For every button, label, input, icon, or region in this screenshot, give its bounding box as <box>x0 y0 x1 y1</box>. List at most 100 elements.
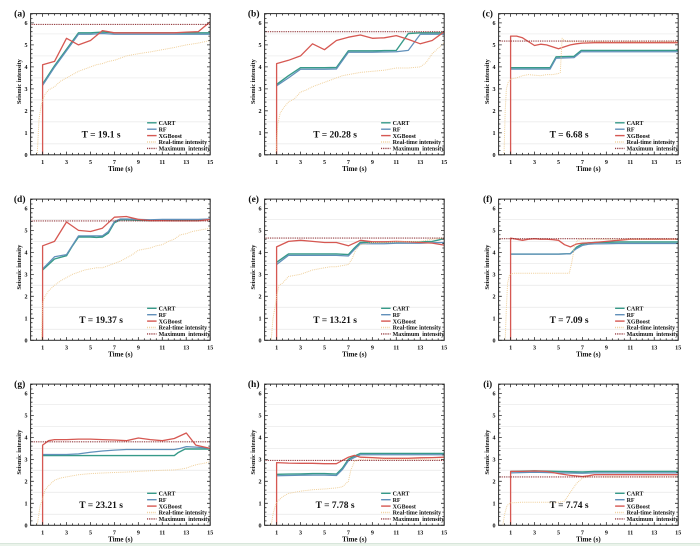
svg-text:15: 15 <box>441 345 447 351</box>
svg-text:15: 15 <box>441 530 447 536</box>
svg-text:0: 0 <box>25 339 28 345</box>
svg-text:5: 5 <box>493 414 496 420</box>
svg-text:Real-time intensity: Real-time intensity <box>393 326 442 332</box>
svg-text:(f): (f) <box>483 194 493 205</box>
svg-text:2: 2 <box>259 480 262 486</box>
svg-text:(h): (h) <box>248 379 260 390</box>
svg-text:3: 3 <box>65 345 68 351</box>
svg-text:5: 5 <box>25 229 28 235</box>
svg-text:5: 5 <box>89 160 92 166</box>
svg-text:4: 4 <box>25 251 28 257</box>
svg-text:7: 7 <box>581 530 584 536</box>
svg-text:7: 7 <box>581 345 584 351</box>
svg-text:Seismic intensity: Seismic intensity <box>484 58 491 104</box>
svg-text:13: 13 <box>183 160 189 166</box>
svg-text:5: 5 <box>259 414 262 420</box>
svg-text:CART: CART <box>159 492 176 498</box>
svg-text:6: 6 <box>259 392 262 398</box>
svg-text:13: 13 <box>417 530 423 536</box>
svg-text:2: 2 <box>493 109 496 115</box>
svg-text:4: 4 <box>493 65 496 71</box>
svg-text:6: 6 <box>493 21 496 27</box>
svg-text:0: 0 <box>493 153 496 159</box>
svg-text:Time (s): Time (s) <box>342 350 367 358</box>
svg-text:Time (s): Time (s) <box>108 165 133 173</box>
svg-text:13: 13 <box>417 160 423 166</box>
svg-text:9: 9 <box>371 160 374 166</box>
svg-text:T = 6.68 s: T = 6.68 s <box>550 131 589 141</box>
svg-text:5: 5 <box>323 530 326 536</box>
svg-text:Real-time intensity: Real-time intensity <box>627 140 676 146</box>
svg-text:(g): (g) <box>14 379 25 390</box>
svg-text:Maximum intensity: Maximum intensity <box>627 147 679 153</box>
svg-text:9: 9 <box>605 345 608 351</box>
svg-text:Maximum intensity: Maximum intensity <box>159 332 211 338</box>
svg-text:3: 3 <box>493 273 496 279</box>
svg-text:3: 3 <box>299 345 302 351</box>
svg-text:3: 3 <box>65 160 68 166</box>
svg-text:RF: RF <box>393 127 401 133</box>
svg-text:7: 7 <box>113 160 116 166</box>
svg-text:7: 7 <box>347 345 350 351</box>
svg-text:CART: CART <box>159 307 176 313</box>
svg-text:11: 11 <box>159 160 165 166</box>
svg-text:XGBoost: XGBoost <box>393 134 416 140</box>
svg-text:Seismic intensity: Seismic intensity <box>16 244 23 290</box>
svg-text:5: 5 <box>259 229 262 235</box>
svg-text:5: 5 <box>323 160 326 166</box>
svg-text:5: 5 <box>89 345 92 351</box>
svg-text:3: 3 <box>65 530 68 536</box>
svg-text:Real-time intensity: Real-time intensity <box>159 511 208 517</box>
svg-text:5: 5 <box>89 530 92 536</box>
svg-text:T = 7.78 s: T = 7.78 s <box>316 501 355 511</box>
svg-text:1: 1 <box>509 160 512 166</box>
svg-text:5: 5 <box>493 229 496 235</box>
svg-text:T = 7.09 s: T = 7.09 s <box>550 316 589 326</box>
svg-text:(a): (a) <box>14 9 25 20</box>
svg-text:5: 5 <box>259 43 262 49</box>
svg-text:7: 7 <box>347 160 350 166</box>
svg-text:Seismic intensity: Seismic intensity <box>484 429 491 475</box>
svg-text:Maximum intensity: Maximum intensity <box>393 332 445 338</box>
svg-text:CART: CART <box>627 121 644 127</box>
svg-text:Time (s): Time (s) <box>108 535 133 543</box>
svg-text:5: 5 <box>557 530 560 536</box>
svg-text:15: 15 <box>207 160 213 166</box>
svg-text:Seismic intensity: Seismic intensity <box>484 244 491 290</box>
svg-text:15: 15 <box>675 530 681 536</box>
svg-text:Time (s): Time (s) <box>108 350 133 358</box>
svg-text:Maximum intensity: Maximum intensity <box>393 517 445 523</box>
svg-text:11: 11 <box>159 345 165 351</box>
svg-text:(i): (i) <box>483 379 492 390</box>
svg-text:13: 13 <box>183 345 189 351</box>
svg-text:3: 3 <box>259 273 262 279</box>
svg-text:XGBoost: XGBoost <box>393 504 416 510</box>
svg-text:(c): (c) <box>482 9 493 20</box>
svg-text:6: 6 <box>493 392 496 398</box>
svg-text:3: 3 <box>533 530 536 536</box>
svg-text:1: 1 <box>41 530 44 536</box>
svg-text:4: 4 <box>493 436 496 442</box>
svg-text:XGBoost: XGBoost <box>393 319 416 325</box>
svg-text:5: 5 <box>557 160 560 166</box>
svg-text:11: 11 <box>627 530 633 536</box>
svg-text:Maximum intensity: Maximum intensity <box>627 517 679 523</box>
svg-text:4: 4 <box>259 65 262 71</box>
svg-text:T = 13.21 s: T = 13.21 s <box>313 316 357 326</box>
svg-text:6: 6 <box>493 207 496 213</box>
svg-text:11: 11 <box>393 160 399 166</box>
svg-text:9: 9 <box>137 160 140 166</box>
svg-text:11: 11 <box>627 345 633 351</box>
svg-text:XGBoost: XGBoost <box>159 319 182 325</box>
svg-text:RF: RF <box>159 127 167 133</box>
svg-text:2: 2 <box>25 109 28 115</box>
svg-text:5: 5 <box>25 414 28 420</box>
svg-text:Real-time intensity: Real-time intensity <box>159 140 208 146</box>
svg-text:4: 4 <box>25 436 28 442</box>
svg-text:3: 3 <box>299 530 302 536</box>
svg-text:XGBoost: XGBoost <box>159 134 182 140</box>
svg-text:2: 2 <box>493 480 496 486</box>
svg-text:4: 4 <box>259 436 262 442</box>
svg-text:1: 1 <box>25 131 28 137</box>
svg-text:Seismic intensity: Seismic intensity <box>250 244 257 290</box>
